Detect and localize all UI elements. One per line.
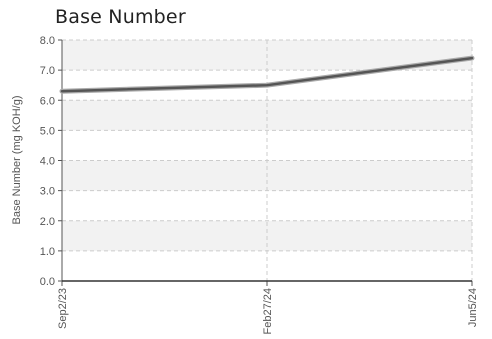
y-tick-label: 1.0 [40,246,55,258]
x-tick-labels: Sep2/23 Feb27/24 Jun5/24 [57,288,479,334]
y-tick-labels: 0.0 1.0 2.0 3.0 4.0 5.0 6.0 7.0 8.0 [40,35,55,288]
x-tick-label: Jun5/24 [467,288,479,327]
series-line [60,56,474,93]
y-tick-label: 6.0 [40,95,55,107]
y-tick-label: 2.0 [40,216,55,228]
y-tick-label: 4.0 [40,156,55,168]
chart-title: Base Number [55,6,186,28]
y-tick-label: 7.0 [40,65,55,77]
x-tick-label: Feb27/24 [262,288,274,334]
y-tick-label: 5.0 [40,125,55,137]
y-tick-label: 8.0 [40,35,55,47]
data-series [59,55,475,94]
x-tick-label: Sep2/23 [57,288,69,329]
y-tick-label: 0.0 [40,276,55,288]
plot-axes [58,39,473,286]
y-tick-label: 3.0 [40,186,55,198]
y-axis-label: Base Number (mg KOH/g) [11,96,23,225]
